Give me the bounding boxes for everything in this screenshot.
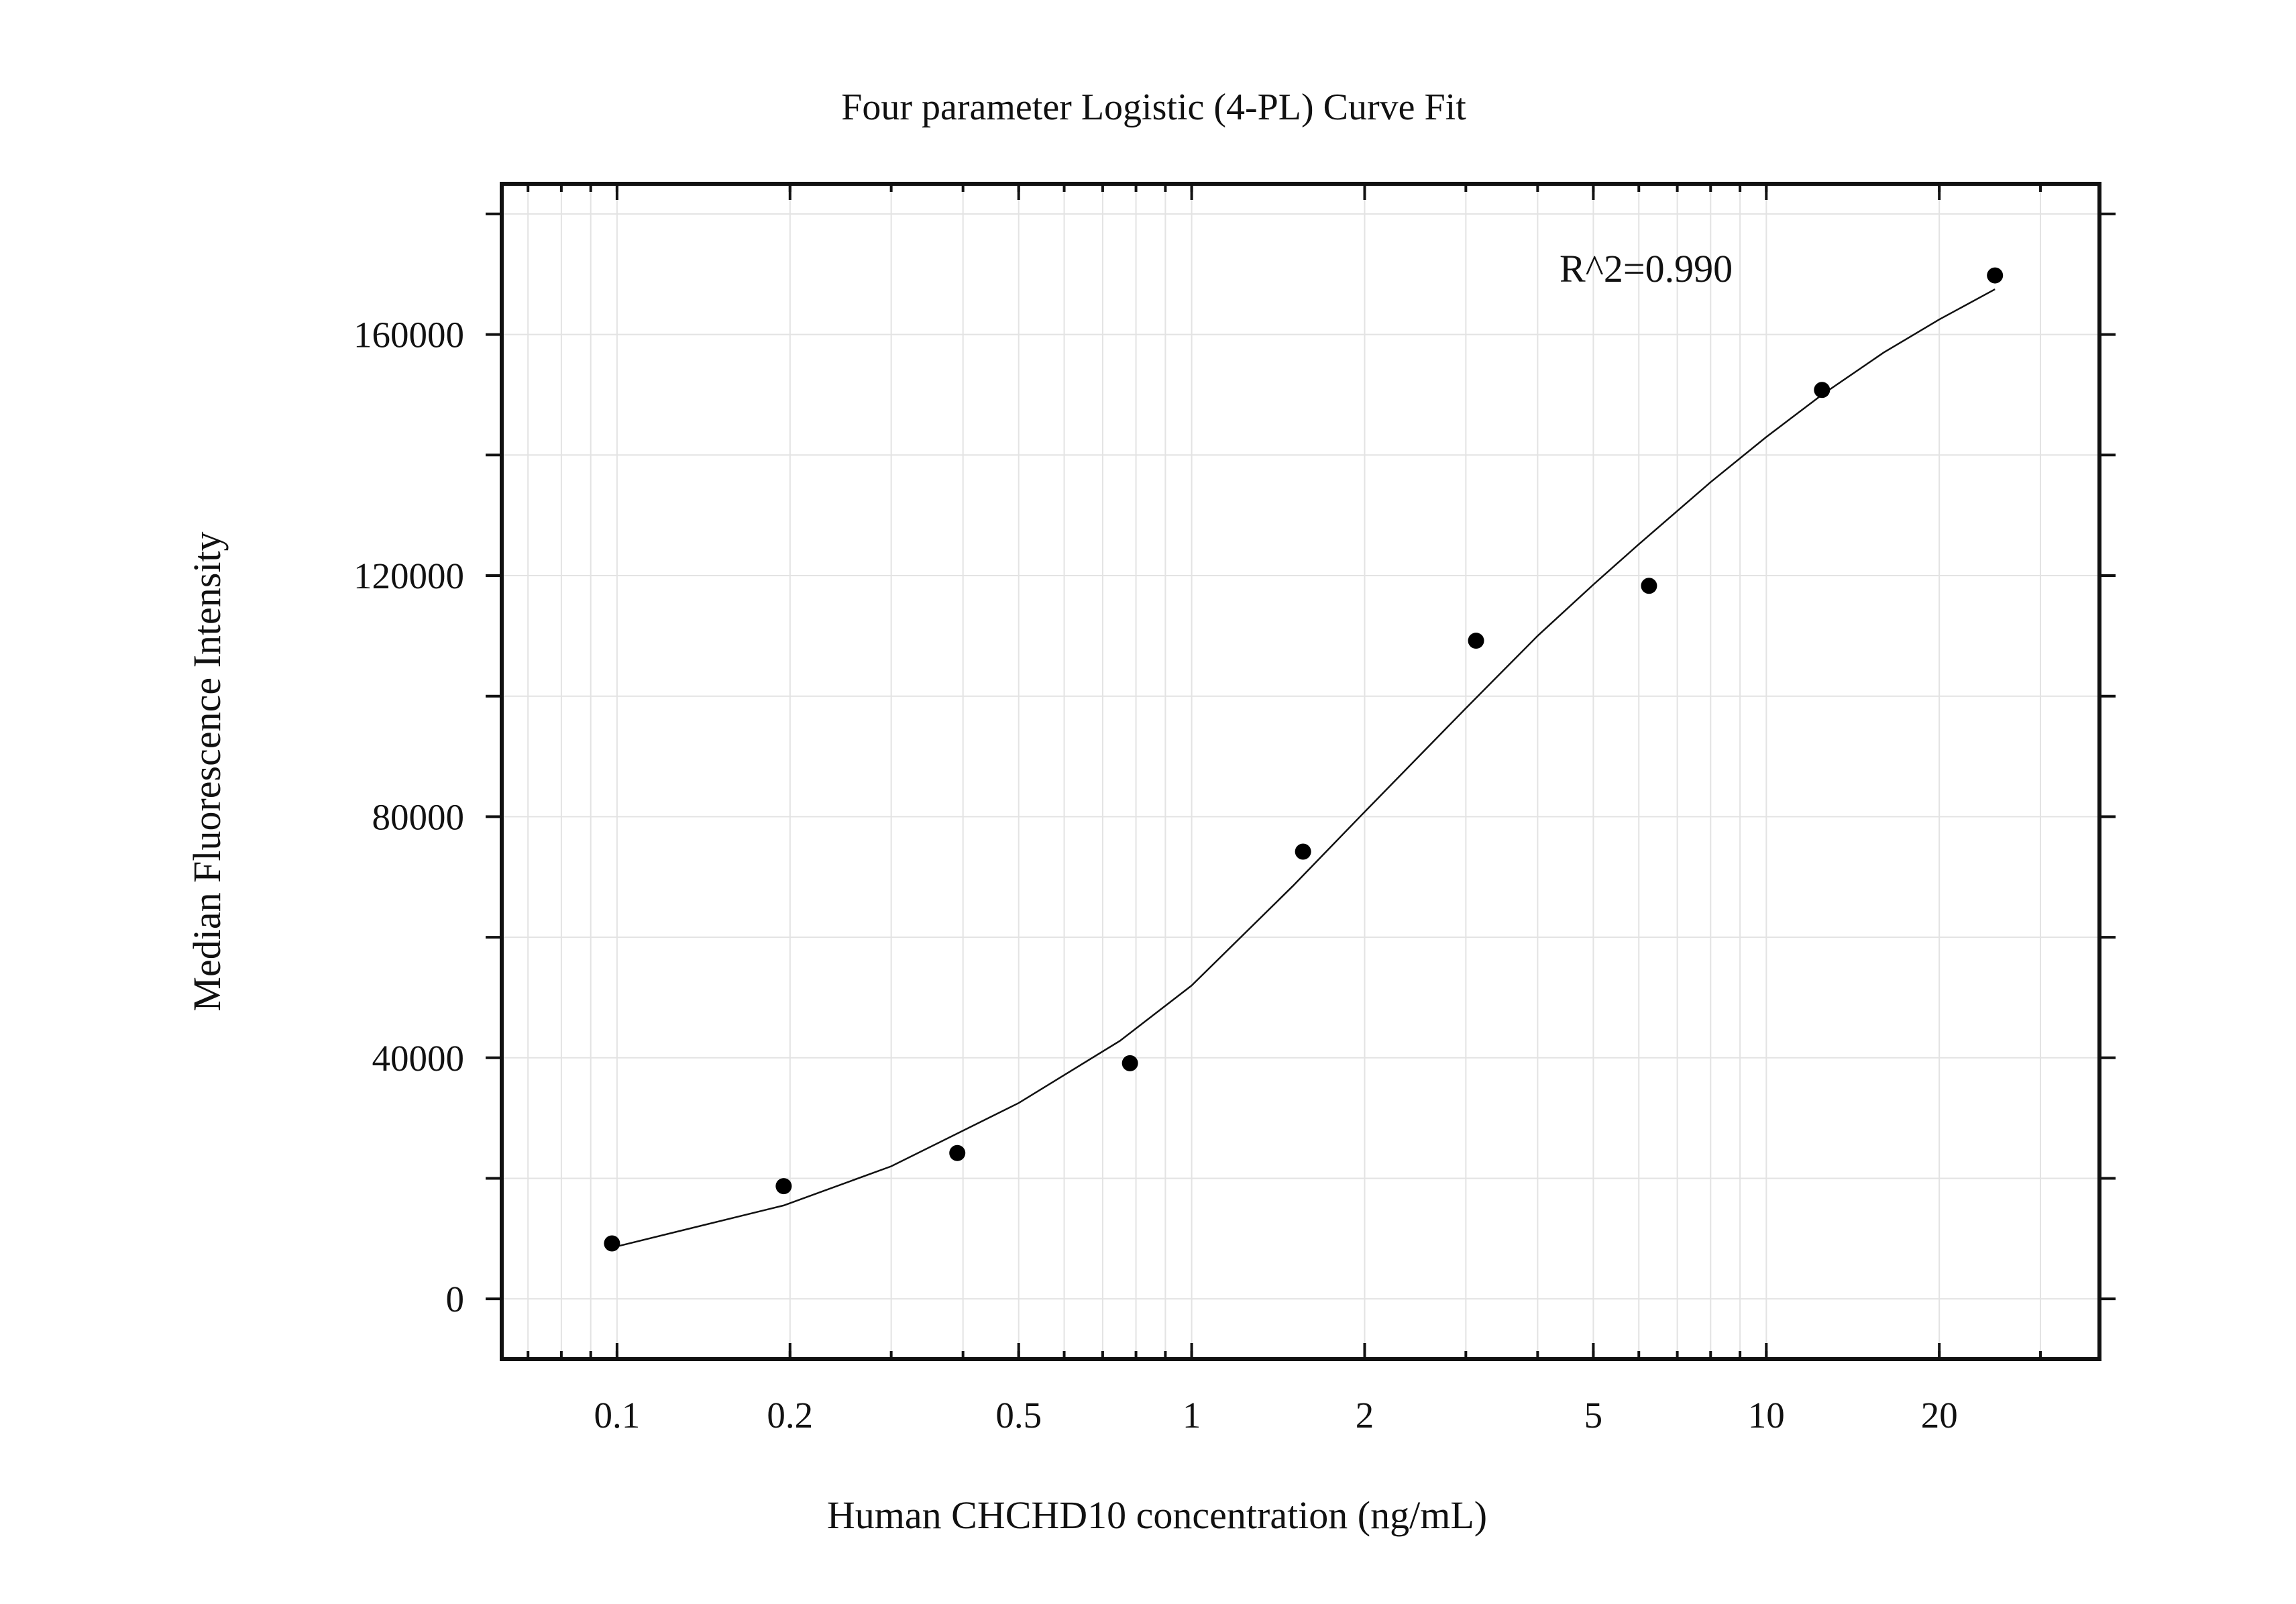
y-tick-label: 0 [446, 1279, 465, 1320]
x-tick-label: 1 [1183, 1395, 1201, 1436]
data-point [1468, 633, 1484, 649]
y-tick-label: 160000 [353, 315, 464, 356]
plot-frame [500, 182, 2101, 1361]
x-axis: 0.1 0.2 0.5 1 2 5 10 20 [527, 184, 2042, 1436]
y-tick-label: 80000 [372, 796, 465, 837]
x-tick-label: 0.5 [995, 1395, 1042, 1436]
x-tick-label: 5 [1584, 1395, 1603, 1436]
data-point [604, 1235, 620, 1252]
y-axis-label: Median Fluorescence Intensity [185, 531, 229, 1011]
r-squared-annotation: R^2=0.990 [1560, 247, 1733, 290]
x-tick-label: 0.1 [594, 1395, 641, 1436]
x-tick-label: 20 [1921, 1395, 1958, 1436]
fit-curve [612, 288, 1996, 1249]
data-point [1295, 843, 1311, 860]
grid [502, 184, 2099, 1359]
y-axis: 0 40000 80000 120000 160000 [353, 212, 2116, 1320]
data-point [1122, 1055, 1138, 1071]
data-point [775, 1178, 792, 1195]
data-point [1987, 267, 2004, 284]
x-tick-label: 0.2 [767, 1395, 813, 1436]
data-point [1814, 382, 1830, 398]
chart-title: Four parameter Logistic (4-PL) Curve Fit [841, 87, 1466, 128]
data-point [949, 1144, 966, 1161]
y-tick-label: 40000 [372, 1038, 465, 1079]
y-tick-label: 120000 [353, 555, 464, 596]
data-points [604, 267, 2004, 1252]
data-point [1641, 578, 1657, 594]
x-tick-label: 10 [1748, 1395, 1785, 1436]
x-axis-label: Human CHCHD10 concentration (ng/mL) [827, 1493, 1487, 1537]
x-tick-label: 2 [1356, 1395, 1374, 1436]
